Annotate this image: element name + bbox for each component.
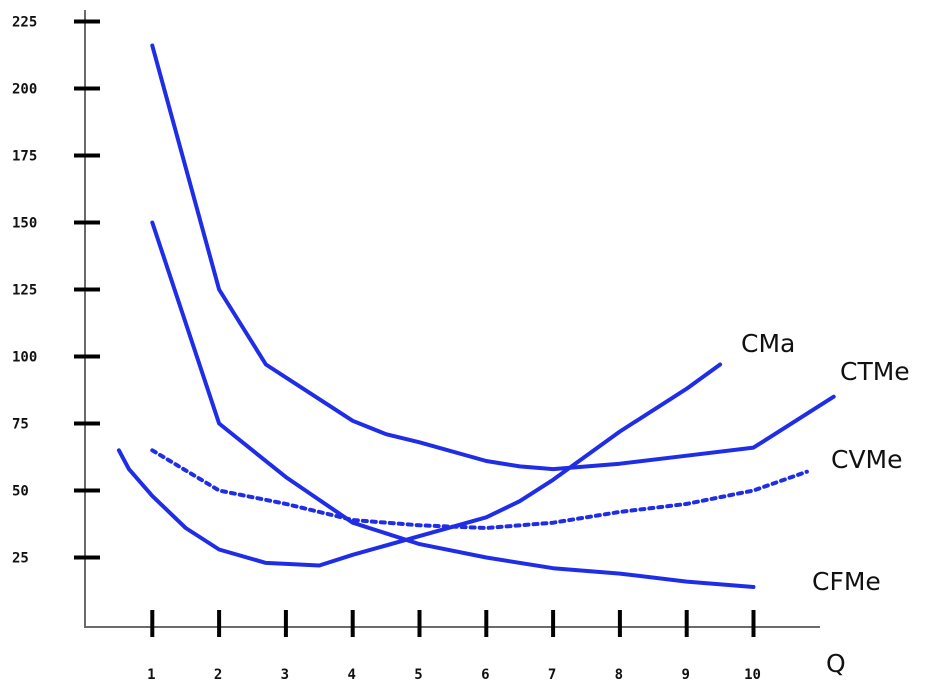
- series-line-cvme: [150, 448, 809, 530]
- y-tick-label: 25: [12, 551, 29, 567]
- x-axis-title: Q: [826, 649, 846, 678]
- y-tick-label: 75: [12, 417, 29, 433]
- x-tick-label: 4: [347, 667, 355, 683]
- y-tick-label: 225: [12, 15, 37, 31]
- series-labels: CMa CTMe CVMe CFMe: [741, 329, 910, 596]
- x-tick-label: 5: [414, 667, 422, 683]
- y-tick-label: 175: [12, 149, 37, 165]
- x-ticks: 1 2 3 4 5 6 7 8 9 10: [147, 610, 761, 683]
- series-label-cvme: CVMe: [831, 445, 903, 474]
- y-tick-label: 200: [12, 82, 37, 98]
- series-line-ctme: [150, 43, 836, 472]
- y-tick-label: 50: [12, 484, 29, 500]
- series-line-cma: [116, 362, 723, 568]
- x-tick-label: 2: [214, 667, 222, 683]
- x-tick-label: 10: [744, 667, 761, 683]
- x-tick-label: 8: [615, 667, 623, 683]
- series-line-cfme: [150, 220, 756, 589]
- x-tick-label: 9: [681, 667, 689, 683]
- x-tick-label: 3: [281, 667, 289, 683]
- series-label-cma: CMa: [741, 329, 795, 358]
- x-tick-label: 7: [548, 667, 556, 683]
- x-axis: Q: [85, 626, 846, 678]
- series-label-ctme: CTMe: [840, 357, 910, 386]
- y-tick-label: 125: [12, 283, 37, 299]
- series-label-cfme: CFMe: [812, 567, 881, 596]
- y-tick-label: 150: [12, 216, 37, 232]
- x-tick-label: 1: [147, 667, 155, 683]
- series-lines: [116, 43, 836, 589]
- y-tick-label: 100: [12, 350, 37, 366]
- y-ticks: 25 50 75 100 125 150 175 200 225: [12, 15, 100, 567]
- x-tick-label: 6: [481, 667, 489, 683]
